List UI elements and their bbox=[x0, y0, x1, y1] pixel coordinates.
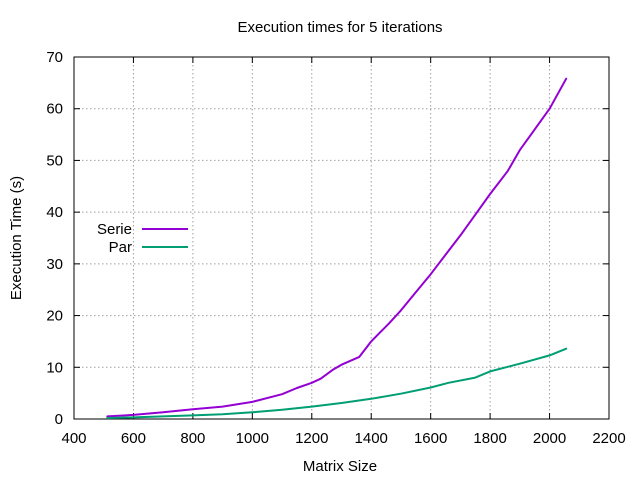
x-tick-label: 2000 bbox=[533, 430, 566, 447]
x-tick-label: 800 bbox=[180, 430, 205, 447]
y-tick-label: 20 bbox=[46, 308, 63, 325]
x-tick-label: 2200 bbox=[592, 430, 625, 447]
legend-label-serie: Serie bbox=[97, 221, 132, 238]
y-tick-label: 70 bbox=[46, 49, 63, 66]
axis-ticks: 400 600 800 1000 1200 1400 1600 1800 2000 2200 0 10… bbox=[46, 49, 625, 447]
x-tick-label: 400 bbox=[61, 430, 86, 447]
y-tick-label: 40 bbox=[46, 204, 63, 221]
y-axis-title: Execution Time (s) bbox=[8, 176, 25, 300]
y-tick-label: 0 bbox=[55, 411, 63, 428]
x-tick-label: 1800 bbox=[473, 430, 506, 447]
chart-title: Execution times for 5 iterations bbox=[237, 19, 442, 36]
x-tick-label: 1200 bbox=[295, 430, 328, 447]
y-tick-label: 50 bbox=[46, 152, 63, 169]
series-line-par bbox=[106, 347, 568, 419]
x-tick-label: 1400 bbox=[355, 430, 388, 447]
series-lines bbox=[106, 77, 568, 419]
y-tick-label: 30 bbox=[46, 256, 63, 273]
legend: Serie Par bbox=[97, 221, 188, 256]
x-axis-title: Matrix Size bbox=[303, 458, 377, 475]
legend-label-par: Par bbox=[109, 239, 132, 256]
x-tick-label: 1600 bbox=[414, 430, 447, 447]
plot-frame bbox=[73, 56, 610, 420]
x-tick-label: 600 bbox=[121, 430, 146, 447]
grid-lines bbox=[74, 57, 609, 419]
x-tick-label: 1000 bbox=[236, 430, 269, 447]
y-tick-label: 10 bbox=[46, 359, 63, 376]
y-tick-label: 60 bbox=[46, 101, 63, 118]
series-line-serie bbox=[106, 77, 568, 418]
